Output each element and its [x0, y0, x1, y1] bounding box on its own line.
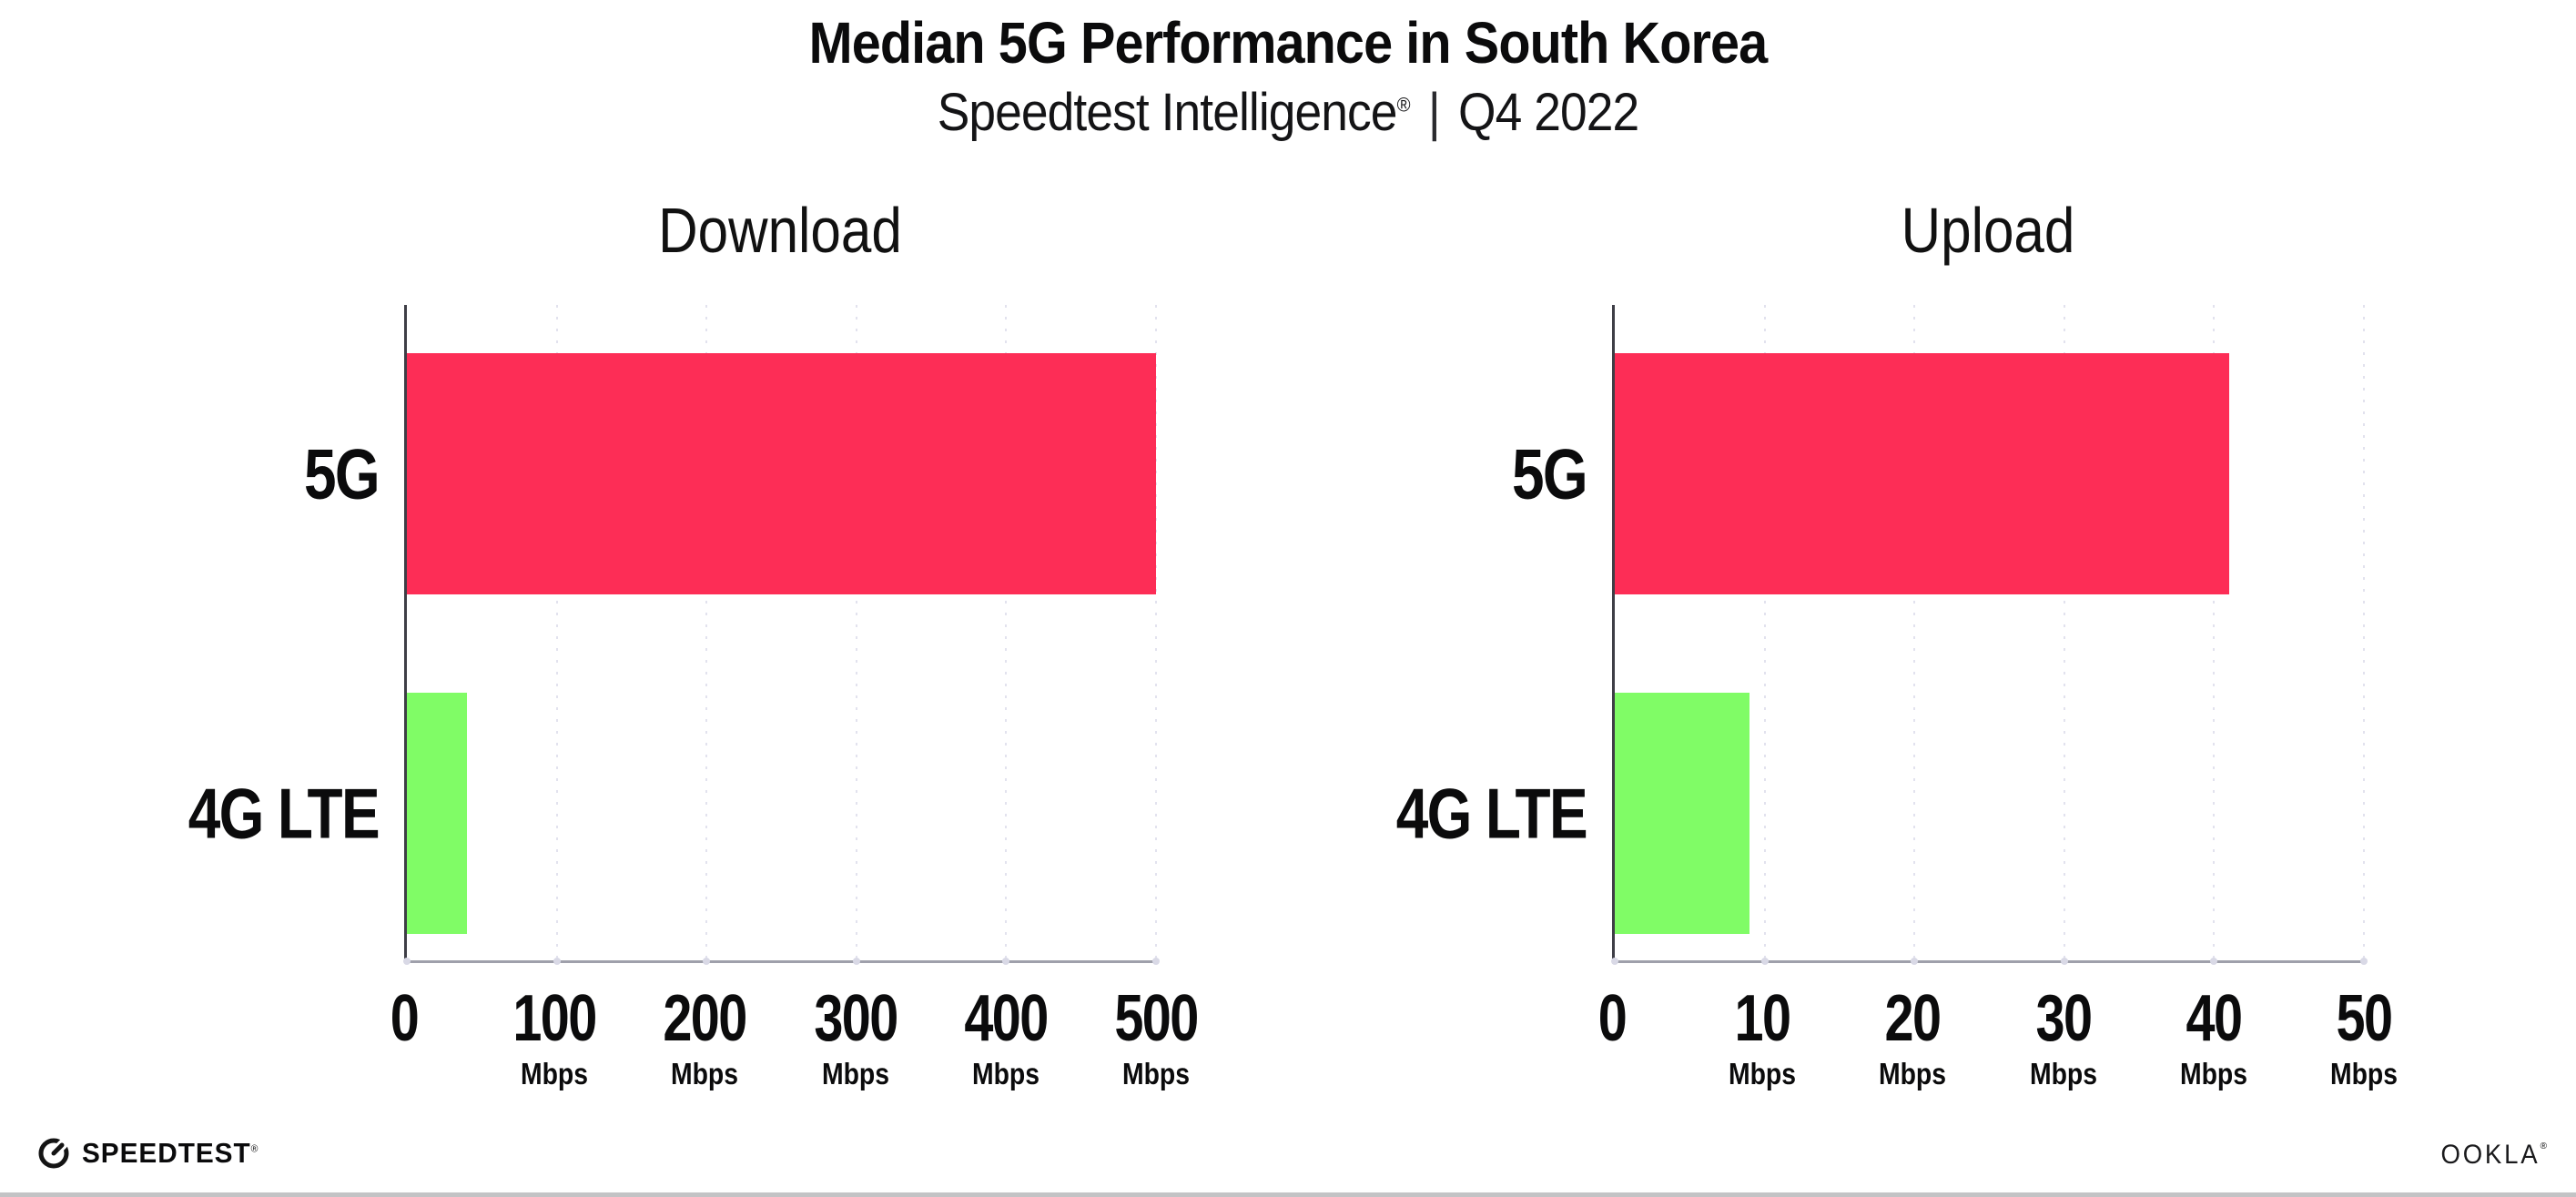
gridline [705, 305, 708, 960]
x-tick-label: 40 Mbps [2175, 986, 2253, 1089]
axis-tick-dot [2360, 958, 2368, 965]
x-tick-value: 0 [1597, 982, 1628, 1055]
gridline [1005, 305, 1008, 960]
x-tick-label: 100 Mbps [502, 986, 606, 1089]
bar-4g-lte [1615, 693, 1750, 934]
x-tick-value: 400 [964, 982, 1049, 1055]
bar-5g [1615, 353, 2229, 594]
bar-4g-lte [407, 693, 467, 934]
registered-mark: ® [1396, 93, 1411, 117]
subtitle-separator: | [1427, 83, 1441, 142]
plot-area [1611, 305, 2368, 965]
x-tick-label: 10 Mbps [1723, 986, 1801, 1089]
bar-5g [407, 353, 1156, 594]
chart-panel-download: Download 0 100 Mbps 200 Mbps 300 Mbps 400 Mbps 50… [188, 195, 1200, 1089]
ookla-registered-mark: ® [2540, 1141, 2547, 1151]
x-tick-label: 20 Mbps [1873, 986, 1952, 1089]
x-tick-value: 300 [813, 982, 898, 1055]
axis-tick-dot [553, 958, 561, 965]
gridline [1155, 305, 1157, 960]
x-tick-unit: Mbps [821, 1057, 889, 1090]
x-tick-unit: Mbps [971, 1057, 1040, 1090]
axis-tick-dot [1002, 958, 1010, 965]
gridline [1913, 305, 1916, 960]
x-tick-value: 20 [1884, 982, 1942, 1055]
speedtest-gauge-icon [38, 1138, 69, 1169]
x-tick-label: 300 Mbps [804, 986, 908, 1089]
x-tick-unit: Mbps [521, 1057, 589, 1090]
x-tick-unit: Mbps [1879, 1057, 1947, 1090]
axis-tick-dot [852, 958, 860, 965]
panel-title: Download [658, 195, 902, 266]
x-tick-unit: Mbps [2329, 1057, 2399, 1090]
gridline [2063, 305, 2065, 960]
plot-area [403, 305, 1160, 965]
header: Median 5G Performance in South Korea Spe… [0, 0, 2576, 143]
x-tick-unit: Mbps [1121, 1057, 1191, 1090]
x-tick-unit: Mbps [1729, 1057, 1797, 1090]
subtitle-period: Q4 2022 [1458, 83, 1639, 142]
axis-tick-dot [1152, 958, 1160, 965]
gridline [2363, 305, 2365, 960]
speedtest-registered-mark: ® [250, 1143, 259, 1155]
x-tick-label: 200 Mbps [653, 986, 756, 1089]
gridline [555, 305, 558, 960]
page-title: Median 5G Performance in South Korea [808, 10, 1769, 76]
ookla-logo: OOKLA ® [2432, 1140, 2547, 1171]
category-label: 5G [303, 433, 380, 513]
gridline [2213, 305, 2216, 960]
x-tick-label: 30 Mbps [2024, 986, 2103, 1089]
x-tick-value: 0 [390, 982, 420, 1055]
x-tick-value: 200 [663, 982, 748, 1055]
category-label: 4G LTE [1395, 773, 1588, 853]
x-tick-label: 0 [1595, 986, 1629, 1051]
x-tick-value: 10 [1734, 982, 1791, 1055]
panel-title: Upload [1901, 195, 2075, 266]
axis-tick-dot [1611, 958, 1618, 965]
x-tick-value: 30 [2035, 982, 2092, 1055]
axis-tick-dot [1911, 958, 1919, 965]
category-label: 5G [1511, 433, 1588, 513]
subtitle-brand: Speedtest Intelligence [937, 83, 1398, 142]
axis-tick-dot [403, 958, 411, 965]
speedtest-wordmark: SPEEDTEST® [82, 1137, 259, 1169]
speedtest-logo: SPEEDTEST® [36, 1136, 266, 1171]
x-tick-value: 40 [2186, 982, 2242, 1055]
chart-panel-upload: Upload 0 10 Mbps 20 Mbps 30 Mbps 40 Mbps 50 Mbps 5G… [1396, 195, 2398, 1089]
x-tick-label: 400 Mbps [954, 986, 1058, 1089]
x-tick-unit: Mbps [2029, 1057, 2097, 1090]
x-tick-label: 0 [387, 986, 421, 1051]
axis-tick-dot [2210, 958, 2218, 965]
category-label: 4G LTE [188, 773, 380, 853]
axis-tick-dot [703, 958, 711, 965]
x-tick-label: 50 Mbps [2325, 986, 2403, 1089]
x-tick-unit: Mbps [2179, 1057, 2247, 1090]
ookla-wordmark: OOKLA [2440, 1140, 2541, 1170]
gridline [855, 305, 857, 960]
page-subtitle: Speedtest Intelligence® | Q4 2022 [103, 82, 2473, 143]
axis-tick-dot [2060, 958, 2068, 965]
x-tick-unit: Mbps [671, 1057, 739, 1090]
x-tick-label: 500 Mbps [1104, 986, 1208, 1089]
x-tick-value: 100 [512, 982, 598, 1055]
axis-tick-dot [1760, 958, 1769, 965]
x-tick-value: 50 [2336, 982, 2393, 1055]
x-tick-value: 500 [1114, 982, 1199, 1055]
gridline [1763, 305, 1766, 960]
